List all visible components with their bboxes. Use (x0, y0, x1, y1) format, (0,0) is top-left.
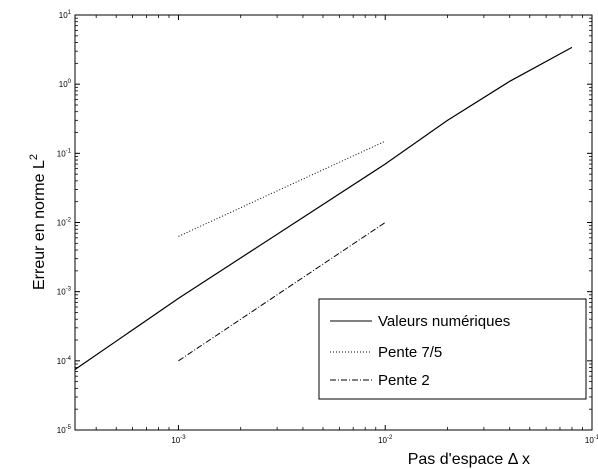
series-line-3 (178, 222, 386, 362)
legend-label-valeurs: Valeurs numériques (378, 313, 510, 330)
legend-label-pente-2: Pente 2 (378, 372, 430, 389)
x-axis-label: Pas d'espace Δ x (408, 451, 530, 468)
x-tick-exponent: -1 (594, 435, 598, 441)
y-tick-base: 10 (57, 149, 66, 158)
y-tick-label: 10-1 (57, 148, 72, 158)
x-tick-exponent: -2 (387, 435, 393, 441)
y-tick-exponent: -4 (66, 356, 72, 362)
x-tick-base: 10 (378, 436, 387, 445)
y-tick-exponent: -2 (66, 218, 72, 224)
y-tick-label: 101 (59, 10, 72, 20)
y-tick-label: 10-5 (57, 425, 72, 435)
y-tick-exponent: -5 (66, 425, 72, 431)
y-tick-base: 10 (57, 288, 66, 297)
series-line-2 (178, 140, 386, 237)
y-axis-label-group: Erreur en norme L2 (28, 154, 48, 290)
y-tick-base: 10 (59, 11, 68, 20)
y-axis-label-main: Erreur en norme L (31, 160, 48, 290)
legend-box (318, 298, 587, 400)
y-tick-exponent: -1 (66, 148, 72, 154)
y-tick-label: 10-3 (57, 287, 72, 297)
y-tick-base: 10 (57, 357, 66, 366)
y-tick-exponent: -3 (66, 287, 72, 293)
legend-label-pente-75: Pente 7/5 (378, 344, 442, 361)
y-tick-base: 10 (57, 219, 66, 228)
y-tick-base: 10 (57, 426, 66, 435)
x-tick-label: 10-2 (378, 435, 393, 445)
x-tick-base: 10 (171, 436, 180, 445)
y-axis-label: Erreur en norme L2 (28, 154, 48, 290)
y-tick-base: 10 (59, 80, 68, 89)
series-line-1 (74, 46, 573, 370)
y-axis-label-superscript: 2 (28, 154, 40, 160)
y-tick-label: 100 (59, 79, 72, 89)
y-tick-label: 10-2 (57, 218, 72, 228)
legend: Valeurs numériques Pente 7/5 Pente 2 (318, 298, 587, 400)
series-layer (74, 46, 573, 370)
x-tick-label: 10-1 (585, 435, 598, 445)
y-tick-exponent: 0 (68, 79, 72, 85)
x-tick-exponent: -3 (180, 435, 186, 441)
y-tick-label: 10-4 (57, 356, 72, 366)
y-tick-exponent: 1 (68, 10, 72, 16)
x-tick-base: 10 (585, 436, 594, 445)
x-tick-label: 10-3 (171, 435, 186, 445)
